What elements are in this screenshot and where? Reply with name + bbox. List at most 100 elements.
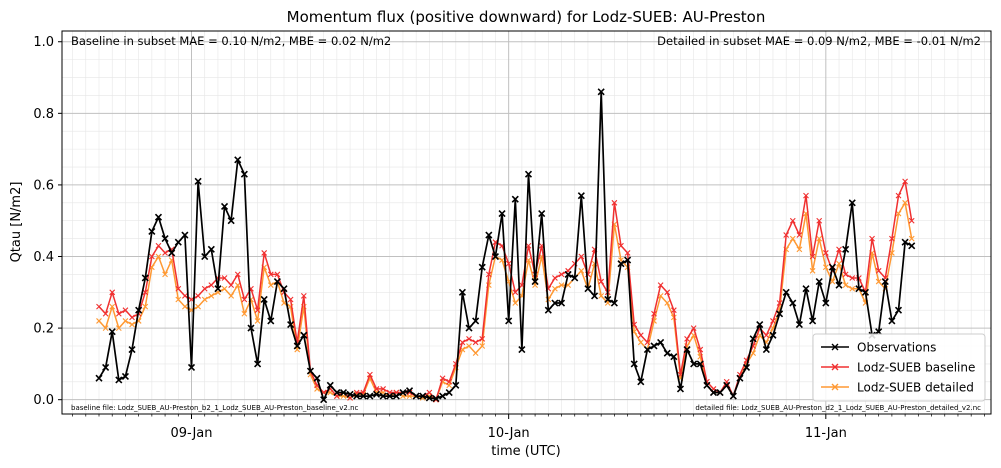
data-point xyxy=(148,227,156,236)
series-line xyxy=(98,202,913,401)
data-point xyxy=(254,318,261,324)
plot-frame xyxy=(61,30,992,415)
legend-label: Lodz-SUEB detailed xyxy=(857,380,974,394)
data-point xyxy=(836,260,842,267)
data-point xyxy=(174,238,182,246)
data-point xyxy=(512,300,519,306)
data-point xyxy=(769,331,777,339)
data-point xyxy=(551,299,559,307)
data-point xyxy=(822,264,829,271)
data-point xyxy=(849,275,856,281)
data-point xyxy=(227,217,235,225)
data-point xyxy=(670,307,677,314)
data-point xyxy=(96,318,102,324)
y-tick-label: 0.4 xyxy=(33,250,54,265)
data-point xyxy=(300,292,307,299)
data-point xyxy=(121,372,129,380)
data-point xyxy=(816,217,823,224)
data-point xyxy=(491,252,500,261)
data-point xyxy=(564,270,572,278)
data-point xyxy=(789,235,796,242)
data-point xyxy=(274,271,281,278)
data-point xyxy=(195,303,202,310)
data-point xyxy=(155,253,162,260)
chart-title: Momentum flux (positive downward) for Lo… xyxy=(287,8,766,26)
data-point xyxy=(869,235,875,242)
data-point xyxy=(228,292,235,299)
data-point xyxy=(135,306,143,314)
data-point xyxy=(610,299,618,307)
legend-marker xyxy=(831,343,839,351)
data-point xyxy=(287,296,294,303)
y-tick-label: 0.0 xyxy=(33,393,54,408)
data-point xyxy=(822,299,830,307)
data-point xyxy=(425,394,433,402)
data-point xyxy=(452,381,460,389)
data-point xyxy=(598,278,605,285)
data-point xyxy=(776,300,783,306)
data-point xyxy=(466,343,472,349)
data-point xyxy=(683,346,691,354)
data-point xyxy=(770,318,776,324)
data-point xyxy=(577,192,585,200)
data-point xyxy=(432,395,440,403)
data-point xyxy=(756,320,764,329)
data-point xyxy=(729,392,737,400)
y-axis-label: Qtau [N/m2] xyxy=(9,182,24,263)
data-point xyxy=(194,177,202,185)
x-axis-ticks: 09-Jan 10-Jan 11-Jan xyxy=(72,414,985,441)
data-point xyxy=(697,346,704,353)
data-point xyxy=(412,392,420,400)
data-point xyxy=(690,325,697,331)
data-point xyxy=(367,371,373,378)
data-point xyxy=(822,250,829,256)
data-point xyxy=(142,303,149,310)
data-point xyxy=(287,320,295,329)
data-point xyxy=(372,390,381,398)
data-point xyxy=(796,232,803,238)
data-point xyxy=(234,156,242,164)
data-point xyxy=(894,306,903,314)
data-point xyxy=(102,325,109,331)
data-point xyxy=(459,339,466,346)
annotation-detailed-file: detailed file: Lodz_SUEB_AU-Preston_d2_1… xyxy=(695,404,981,412)
data-point xyxy=(842,282,849,289)
legend: Observations Lodz-SUEB baseline Lodz-SUEB … xyxy=(812,333,986,402)
x-tick-label: 09-Jan xyxy=(171,426,213,441)
data-point xyxy=(405,387,414,395)
data-point xyxy=(162,250,168,256)
data-point xyxy=(155,242,162,249)
data-point xyxy=(499,257,505,263)
series-layer xyxy=(95,88,916,404)
data-point xyxy=(716,388,724,397)
data-point xyxy=(300,331,308,339)
data-point xyxy=(875,267,882,274)
data-point xyxy=(895,210,902,217)
data-point xyxy=(763,332,770,339)
data-point xyxy=(663,349,671,357)
data-point xyxy=(359,392,367,400)
y-tick-label: 1.0 xyxy=(33,35,54,50)
data-point xyxy=(128,346,136,354)
data-point xyxy=(676,385,685,393)
data-point xyxy=(512,289,519,296)
data-point xyxy=(115,310,122,317)
data-point xyxy=(129,314,135,321)
data-point xyxy=(861,288,870,296)
data-point xyxy=(254,360,262,368)
data-point xyxy=(552,275,558,281)
data-point xyxy=(122,318,129,324)
data-point xyxy=(571,274,579,282)
data-point xyxy=(109,303,116,310)
data-point xyxy=(181,231,189,239)
data-point xyxy=(828,263,836,271)
data-point xyxy=(651,310,657,317)
series-0 xyxy=(95,88,916,404)
data-point xyxy=(472,350,479,357)
y-tick-label: 0.2 xyxy=(33,322,54,337)
data-point xyxy=(789,217,796,224)
data-point xyxy=(201,296,208,303)
data-point xyxy=(908,242,916,250)
data-point xyxy=(881,277,889,286)
